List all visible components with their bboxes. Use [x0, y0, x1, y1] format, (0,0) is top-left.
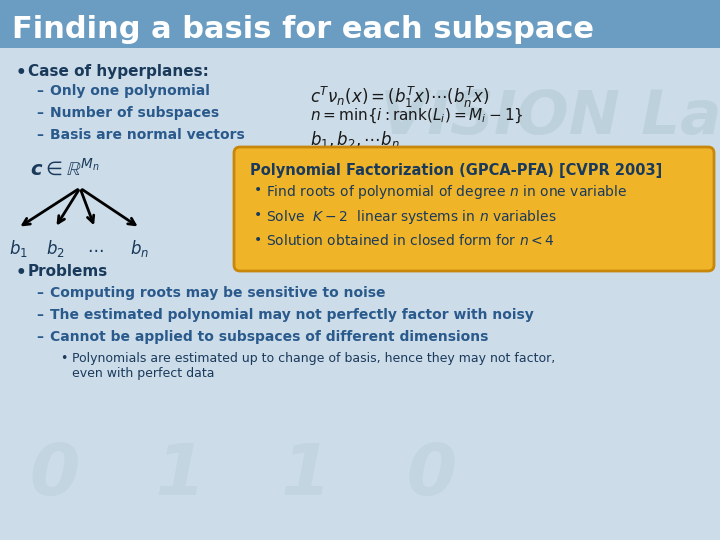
Text: Computing roots may be sensitive to noise: Computing roots may be sensitive to nois… — [50, 286, 385, 300]
Text: –: – — [36, 330, 43, 344]
Text: –: – — [36, 106, 43, 120]
Text: Solve  $K - 2$  linear systems in $n$ variables: Solve $K - 2$ linear systems in $n$ vari… — [266, 208, 557, 226]
Text: •: • — [254, 183, 262, 197]
Text: Polynomials are estimated up to change of basis, hence they may not factor,
even: Polynomials are estimated up to change o… — [72, 352, 555, 380]
Text: 0   1   1   0: 0 1 1 0 — [30, 441, 457, 510]
Text: •: • — [16, 64, 27, 82]
Text: –: – — [36, 84, 43, 98]
Text: Case of hyperplanes:: Case of hyperplanes: — [28, 64, 209, 79]
Text: Polynomial Factorization (GPCA-PFA) [CVPR 2003]: Polynomial Factorization (GPCA-PFA) [CVP… — [250, 163, 662, 178]
Text: –: – — [36, 128, 43, 142]
Text: $\ldots$: $\ldots$ — [86, 238, 103, 256]
Text: $\boldsymbol{c} \in \mathbb{R}^{M_n}$: $\boldsymbol{c} \in \mathbb{R}^{M_n}$ — [30, 158, 100, 179]
Text: –: – — [36, 308, 43, 322]
Text: Finding a basis for each subspace: Finding a basis for each subspace — [12, 16, 594, 44]
Text: •: • — [254, 233, 262, 247]
Text: $c^T \nu_n(x) = (b_1^T x) \cdots (b_n^T x)$: $c^T \nu_n(x) = (b_1^T x) \cdots (b_n^T … — [310, 85, 490, 110]
Text: Number of subspaces: Number of subspaces — [50, 106, 219, 120]
Text: The estimated polynomial may not perfectly factor with noisy: The estimated polynomial may not perfect… — [50, 308, 534, 322]
Bar — [0, 0, 720, 48]
Text: –: – — [36, 286, 43, 300]
Text: Basis are normal vectors: Basis are normal vectors — [50, 128, 245, 142]
Text: $\boldsymbol{b_2}$: $\boldsymbol{b_2}$ — [45, 238, 64, 259]
FancyBboxPatch shape — [234, 147, 714, 271]
Text: •: • — [16, 264, 27, 282]
Text: Cannot be applied to subspaces of different dimensions: Cannot be applied to subspaces of differ… — [50, 330, 488, 344]
Text: Solution obtained in closed form for $n < 4$: Solution obtained in closed form for $n … — [266, 233, 555, 248]
Text: $b_1, b_2, \cdots b_n$: $b_1, b_2, \cdots b_n$ — [310, 129, 400, 150]
Text: Only one polynomial: Only one polynomial — [50, 84, 210, 98]
Text: VISION Lab: VISION Lab — [380, 88, 720, 147]
Text: $n = \min\{i : \mathrm{rank}(L_i) = M_i - 1\}$: $n = \min\{i : \mathrm{rank}(L_i) = M_i … — [310, 107, 523, 125]
Text: $\boldsymbol{b_n}$: $\boldsymbol{b_n}$ — [130, 238, 150, 259]
Text: •: • — [254, 208, 262, 222]
Text: •: • — [60, 352, 68, 365]
Text: Find roots of polynomial of degree $n$ in one variable: Find roots of polynomial of degree $n$ i… — [266, 183, 627, 201]
Text: $\boldsymbol{b_1}$: $\boldsymbol{b_1}$ — [9, 238, 27, 259]
Text: Problems: Problems — [28, 264, 108, 279]
